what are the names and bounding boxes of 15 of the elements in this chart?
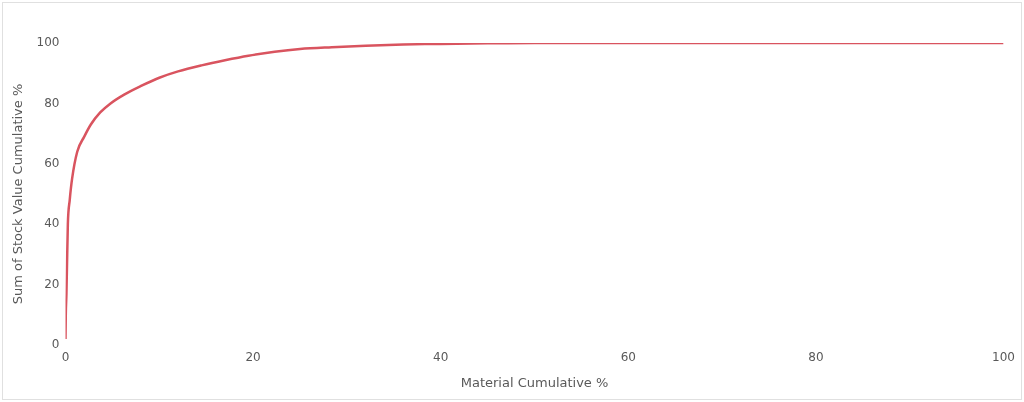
x-tick-label: 0 [61, 350, 70, 365]
y-tick-label: 80 [44, 95, 60, 110]
line-series [65, 43, 1004, 341]
x-tick-label: 60 [620, 350, 636, 365]
y-tick-label: 40 [44, 216, 60, 231]
x-axis-title: Material Cumulative % [460, 374, 609, 390]
x-tick-label: 100 [992, 350, 1015, 365]
x-tick-label: 80 [808, 350, 824, 365]
y-axis-title: Sum of Stock Value Cumulative % [10, 83, 26, 305]
y-tick-label: 100 [36, 35, 60, 50]
y-tick-label: 60 [44, 155, 60, 170]
x-tick-label: 20 [245, 350, 261, 365]
x-tick-label: 40 [433, 350, 449, 365]
y-tick-label: 20 [44, 276, 60, 291]
y-tick-label: 0 [51, 337, 60, 352]
